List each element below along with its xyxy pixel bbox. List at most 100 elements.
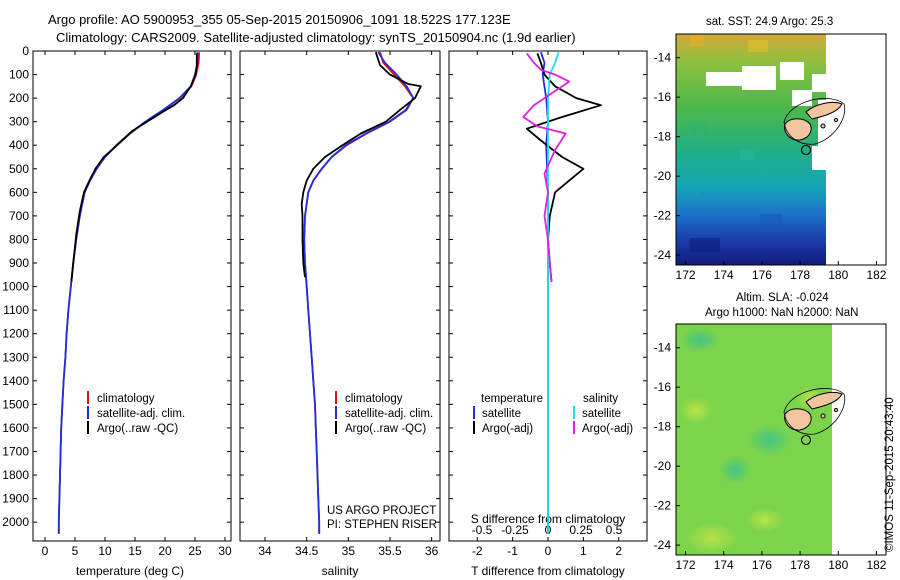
viti-levu — [784, 118, 812, 141]
sst-gap — [792, 90, 812, 106]
series-line-satellite-adj-clim- — [303, 51, 415, 534]
series-line-argo-adj- — [525, 53, 602, 282]
sst-map — [676, 34, 886, 266]
island — [820, 413, 826, 419]
y-tick-label: 100 — [9, 68, 29, 82]
y-tick-label: 1100 — [3, 303, 29, 317]
y-tick-label: 700 — [9, 209, 29, 223]
x-tick-label: 1 — [580, 544, 587, 558]
argo-position-marker — [800, 144, 812, 156]
x-axis-label: salinity — [322, 564, 359, 578]
fiji-islands — [784, 391, 843, 431]
y-tick-label: 900 — [9, 256, 29, 270]
series-line-argo-raw-qc- — [300, 51, 422, 278]
difference-legend: temperature salinity satellite Argo(-adj… — [473, 393, 633, 435]
y-tick-label: 1200 — [2, 327, 29, 341]
y-tick-label: 1000 — [2, 280, 29, 294]
series-group — [300, 51, 422, 534]
difference-profile-panel: -2 -1 0 1 2-0.5 -0.25 0 0.25 0.5S difference fro… — [448, 50, 648, 578]
legend-argo-label: Argo(..raw -QC) — [345, 423, 426, 435]
x-tick-label: 35.5 — [378, 544, 402, 558]
sst-gap — [818, 100, 828, 160]
x-tick-label: 0 — [545, 544, 552, 558]
sst-gap — [812, 146, 828, 170]
sst-pixel — [690, 238, 720, 252]
series-line-climatology — [57, 52, 201, 534]
y-tick-label: 600 — [9, 185, 29, 199]
lon-tick-label: 172 — [676, 558, 696, 572]
legend-t-argo-label: Argo(-adj) — [482, 423, 533, 435]
lon-tick-label: 180 — [828, 268, 848, 282]
x-tick-label: 10 — [98, 544, 112, 558]
series-line-climatology — [303, 51, 415, 534]
sst-gap — [780, 62, 804, 80]
map-frame — [675, 33, 887, 266]
legend-satellite-label: satellite-adj. clim. — [345, 408, 433, 420]
y-tick-label: 1600 — [2, 421, 29, 435]
sst-pixels — [690, 36, 782, 252]
island — [820, 123, 826, 129]
x-axis-label: temperature (deg C) — [76, 564, 184, 578]
sla-map-title-line2: Argo h1000: NaN h2000: NaN — [705, 307, 858, 319]
lat-tick-label: -20 — [654, 459, 672, 473]
lon-tick-label: 180 — [828, 558, 848, 572]
lon-tick-label: 182 — [866, 268, 886, 282]
lon-tick-label: 172 — [676, 268, 696, 282]
lat-tick-label: -16 — [654, 90, 672, 104]
sst-gap — [812, 74, 826, 92]
legend-satellite-label: satellite-adj. clim. — [97, 408, 185, 420]
sla-map-title-line1: Altim. SLA: -0.024 — [736, 292, 829, 304]
sla-map — [676, 324, 886, 555]
top-tick-label: -0.25 — [501, 523, 529, 537]
sst-pixel — [740, 150, 754, 160]
sst-gap — [826, 34, 886, 266]
lat-tick-label: -22 — [654, 209, 672, 223]
legend-s-argo-label: Argo(-adj) — [582, 423, 633, 435]
x-tick-label: 34.5 — [295, 544, 319, 558]
sst-pixel — [690, 124, 708, 136]
y-tick-label: 300 — [9, 115, 29, 129]
series-group — [522, 51, 602, 534]
lat-tick-label: -24 — [654, 538, 672, 552]
legend-salinity-title: salinity — [583, 393, 618, 405]
y-tick-label: 1700 — [2, 444, 29, 458]
top-tick-label: 0.5 — [606, 523, 623, 537]
sst-data-gaps — [706, 34, 886, 266]
sla-low — [748, 424, 792, 456]
plot-frame — [239, 50, 441, 542]
y-tick-label: 400 — [9, 138, 29, 152]
project-annotation: US ARGO PROJECT — [327, 505, 436, 517]
series-line-satellite-adj-clim- — [57, 52, 199, 534]
x-axis-label: T difference from climatology — [471, 564, 625, 578]
island — [833, 407, 839, 413]
y-tick-label: 1400 — [2, 374, 29, 388]
lon-tick-label: 174 — [714, 558, 734, 572]
sst-pixel — [690, 36, 704, 46]
top-tick-label: 0.25 — [569, 523, 593, 537]
x-tick-label: 0 — [42, 544, 49, 558]
figure-title-line2: Climatology: CARS2009. Satellite-adjuste… — [56, 30, 576, 45]
y-tick-label: 200 — [9, 91, 29, 105]
x-tick-label: -1 — [507, 544, 518, 558]
sla-high — [745, 508, 785, 532]
x-tick-label: 15 — [128, 544, 142, 558]
y-tick-label: 0 — [22, 44, 29, 58]
sst-pixel — [748, 40, 768, 52]
lon-tick-label: 182 — [866, 558, 886, 572]
fiji-islands — [784, 101, 843, 141]
y-tick-label: 1500 — [2, 397, 29, 411]
pi-annotation: PI: STEPHEN RISER — [327, 519, 437, 531]
y-tick-label: 1900 — [2, 492, 29, 506]
figure-title-line1: Argo profile: AO 5900953_355 05-Sep-2015… — [48, 12, 511, 27]
sla-low — [680, 328, 720, 352]
y-tick-label: 2000 — [2, 515, 29, 529]
lat-tick-label: -22 — [654, 499, 672, 513]
sst-gap — [742, 66, 776, 90]
x-tick-label: 35 — [342, 544, 356, 558]
viti-levu — [784, 408, 812, 431]
sst-pixel — [700, 192, 722, 202]
legend-t-satellite-label: satellite — [482, 408, 521, 420]
bathymetry-contour — [783, 388, 846, 435]
x-tick-label: -2 — [472, 544, 483, 558]
